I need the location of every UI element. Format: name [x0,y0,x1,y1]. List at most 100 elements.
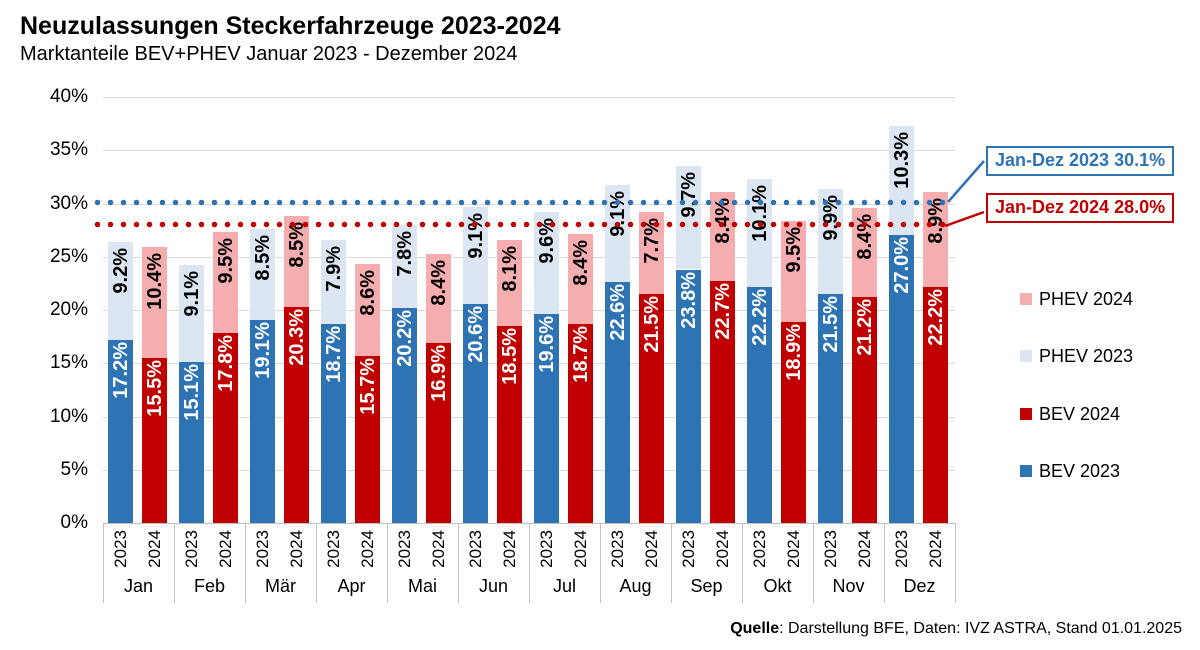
bar-value-label-bev-2023: 21.5% [819,296,842,353]
bar-value-label-phev-2024: 8.4% [712,198,734,288]
bar-segment-bev-2024 [639,294,664,523]
bar-segment-phev-2024 [497,239,522,326]
bar-value-label-bev-2024: 15.5% [143,359,166,417]
legend-item-bev-2024: BEV 2024 [1020,402,1120,426]
bar-value-label-phev-2024: 10.4% [143,253,166,310]
bar-segment-bev-2023 [534,314,559,523]
bar-value-label-phev-2024: 9.5% [214,238,237,284]
bar-value-label-bev-2023: 18.7% [322,325,345,383]
bar-value-label-bev-2023: 22.6% [606,284,629,342]
month-label: Jul [552,576,576,596]
legend-item-phev-2024: PHEV 2024 [1020,287,1133,311]
bar-segment-bev-2023 [676,269,701,523]
legend-label: PHEV 2024 [1039,288,1134,309]
bar-value-label-phev-2023: 9.2% [109,247,132,294]
y-axis-tick-label: 5% [60,458,88,480]
gridline [103,416,955,418]
month-label: Mai [407,576,437,596]
bar-segment-phev-2023 [250,229,275,320]
legend-item-bev-2023: BEV 2023 [1020,459,1120,483]
bar-value-label-phev-2024: 8.6% [356,270,379,316]
legend-label: BEV 2024 [1039,403,1121,424]
bar-value-label-bev-2024: 18.9% [782,323,805,381]
month-group-separator [174,523,175,603]
legend-label: PHEV 2023 [1039,345,1134,366]
bar-segment-bev-2023 [108,339,133,523]
month-label: Jan [123,576,154,596]
bar-segment-phev-2024 [923,191,948,287]
bar-segment-bev-2023 [463,303,488,523]
bar-segment-phev-2024 [710,191,735,282]
bar-segment-phev-2024 [142,247,167,358]
connector-line-2023 [947,160,985,203]
bar-value-label-phev-2023: 7.8% [393,230,416,277]
bar-value-label-bev-2023: 22.2% [748,288,771,346]
month-label: Mär [265,576,296,596]
bar-segment-bev-2023 [818,294,843,523]
y-axis-tick-label: 30% [49,192,88,214]
bar-segment-phev-2024 [426,253,451,344]
bar-segment-bev-2024 [284,306,309,523]
bar-value-label-bev-2023: 19.6% [535,316,558,374]
bar-value-label-phev-2023: 9.7% [677,172,700,218]
bar-value-label-bev-2024: 20.3% [285,308,308,366]
bar-segment-bev-2024 [213,333,238,523]
legend-swatch [1020,465,1032,477]
bar-segment-phev-2023 [676,166,701,270]
bar-segment-phev-2024 [284,216,309,307]
bar-value-label-phev-2024: 7.7% [640,218,663,264]
bar-segment-bev-2024 [497,326,522,523]
y-axis-tick-label: 25% [49,245,88,267]
bar-segment-bev-2024 [781,321,806,523]
bar-segment-bev-2024 [568,323,593,523]
bar-value-label-bev-2023: 20.2% [393,309,416,367]
bar-segment-phev-2023 [747,179,772,287]
y-axis-tick-label: 15% [49,352,88,374]
month-group-separator [600,523,601,603]
month-group-separator [529,523,530,603]
reference-line-2023 [91,198,949,206]
bar-value-label-phev-2024: 8.4% [569,240,592,286]
bar-value-label-phev-2024: 8.9% [925,198,947,288]
bar-segment-phev-2023 [534,212,559,315]
bar-segment-bev-2023 [605,282,630,523]
annotation-box-2023: Jan-Dez 2023 30.1% [986,146,1175,176]
month-group-separator [884,523,885,603]
month-label: Apr [337,576,366,596]
bar-segment-bev-2024 [710,281,735,523]
gridline [103,310,955,311]
bar-segment-phev-2024 [355,264,380,356]
month-group-separator [387,523,388,603]
gridline [103,97,955,98]
month-label: Feb [193,576,226,596]
month-group-separator [458,523,459,603]
bar-segment-bev-2023 [179,362,204,523]
y-axis-tick-label: 0% [60,512,88,533]
bar-value-label-bev-2023: 17.2% [109,341,132,399]
bar-value-label-phev-2023: 10.3% [890,131,913,189]
source-label-bold: Quelle [730,620,780,637]
bar-segment-bev-2023 [321,323,346,523]
legend-swatch [1020,293,1032,305]
gridline [103,256,955,258]
page-subtitle: Marktanteile BEV+PHEV Januar 2023 - Deze… [20,43,518,65]
bar-segment-phev-2023 [179,265,204,363]
bar-segment-bev-2024 [852,297,877,523]
gridline [103,469,955,471]
bar-value-label-bev-2023: 23.8% [677,271,700,329]
bar-segment-bev-2023 [889,235,914,523]
bar-segment-phev-2023 [818,188,843,294]
bar-value-label-bev-2023: 27.0% [890,237,913,295]
bar-segment-bev-2024 [923,286,948,523]
month-label: Nov [832,576,865,596]
bar-segment-bev-2023 [250,319,275,523]
y-axis-tick-label: 40% [49,86,88,107]
month-label: Okt [763,576,792,596]
gridline [103,363,955,365]
bar-segment-phev-2023 [392,224,417,308]
bar-segment-bev-2024 [426,343,451,523]
y-axis-tick-label: 35% [49,139,88,161]
bar-value-label-phev-2023: 7.9% [322,245,345,292]
connector-line-2024 [944,210,985,228]
